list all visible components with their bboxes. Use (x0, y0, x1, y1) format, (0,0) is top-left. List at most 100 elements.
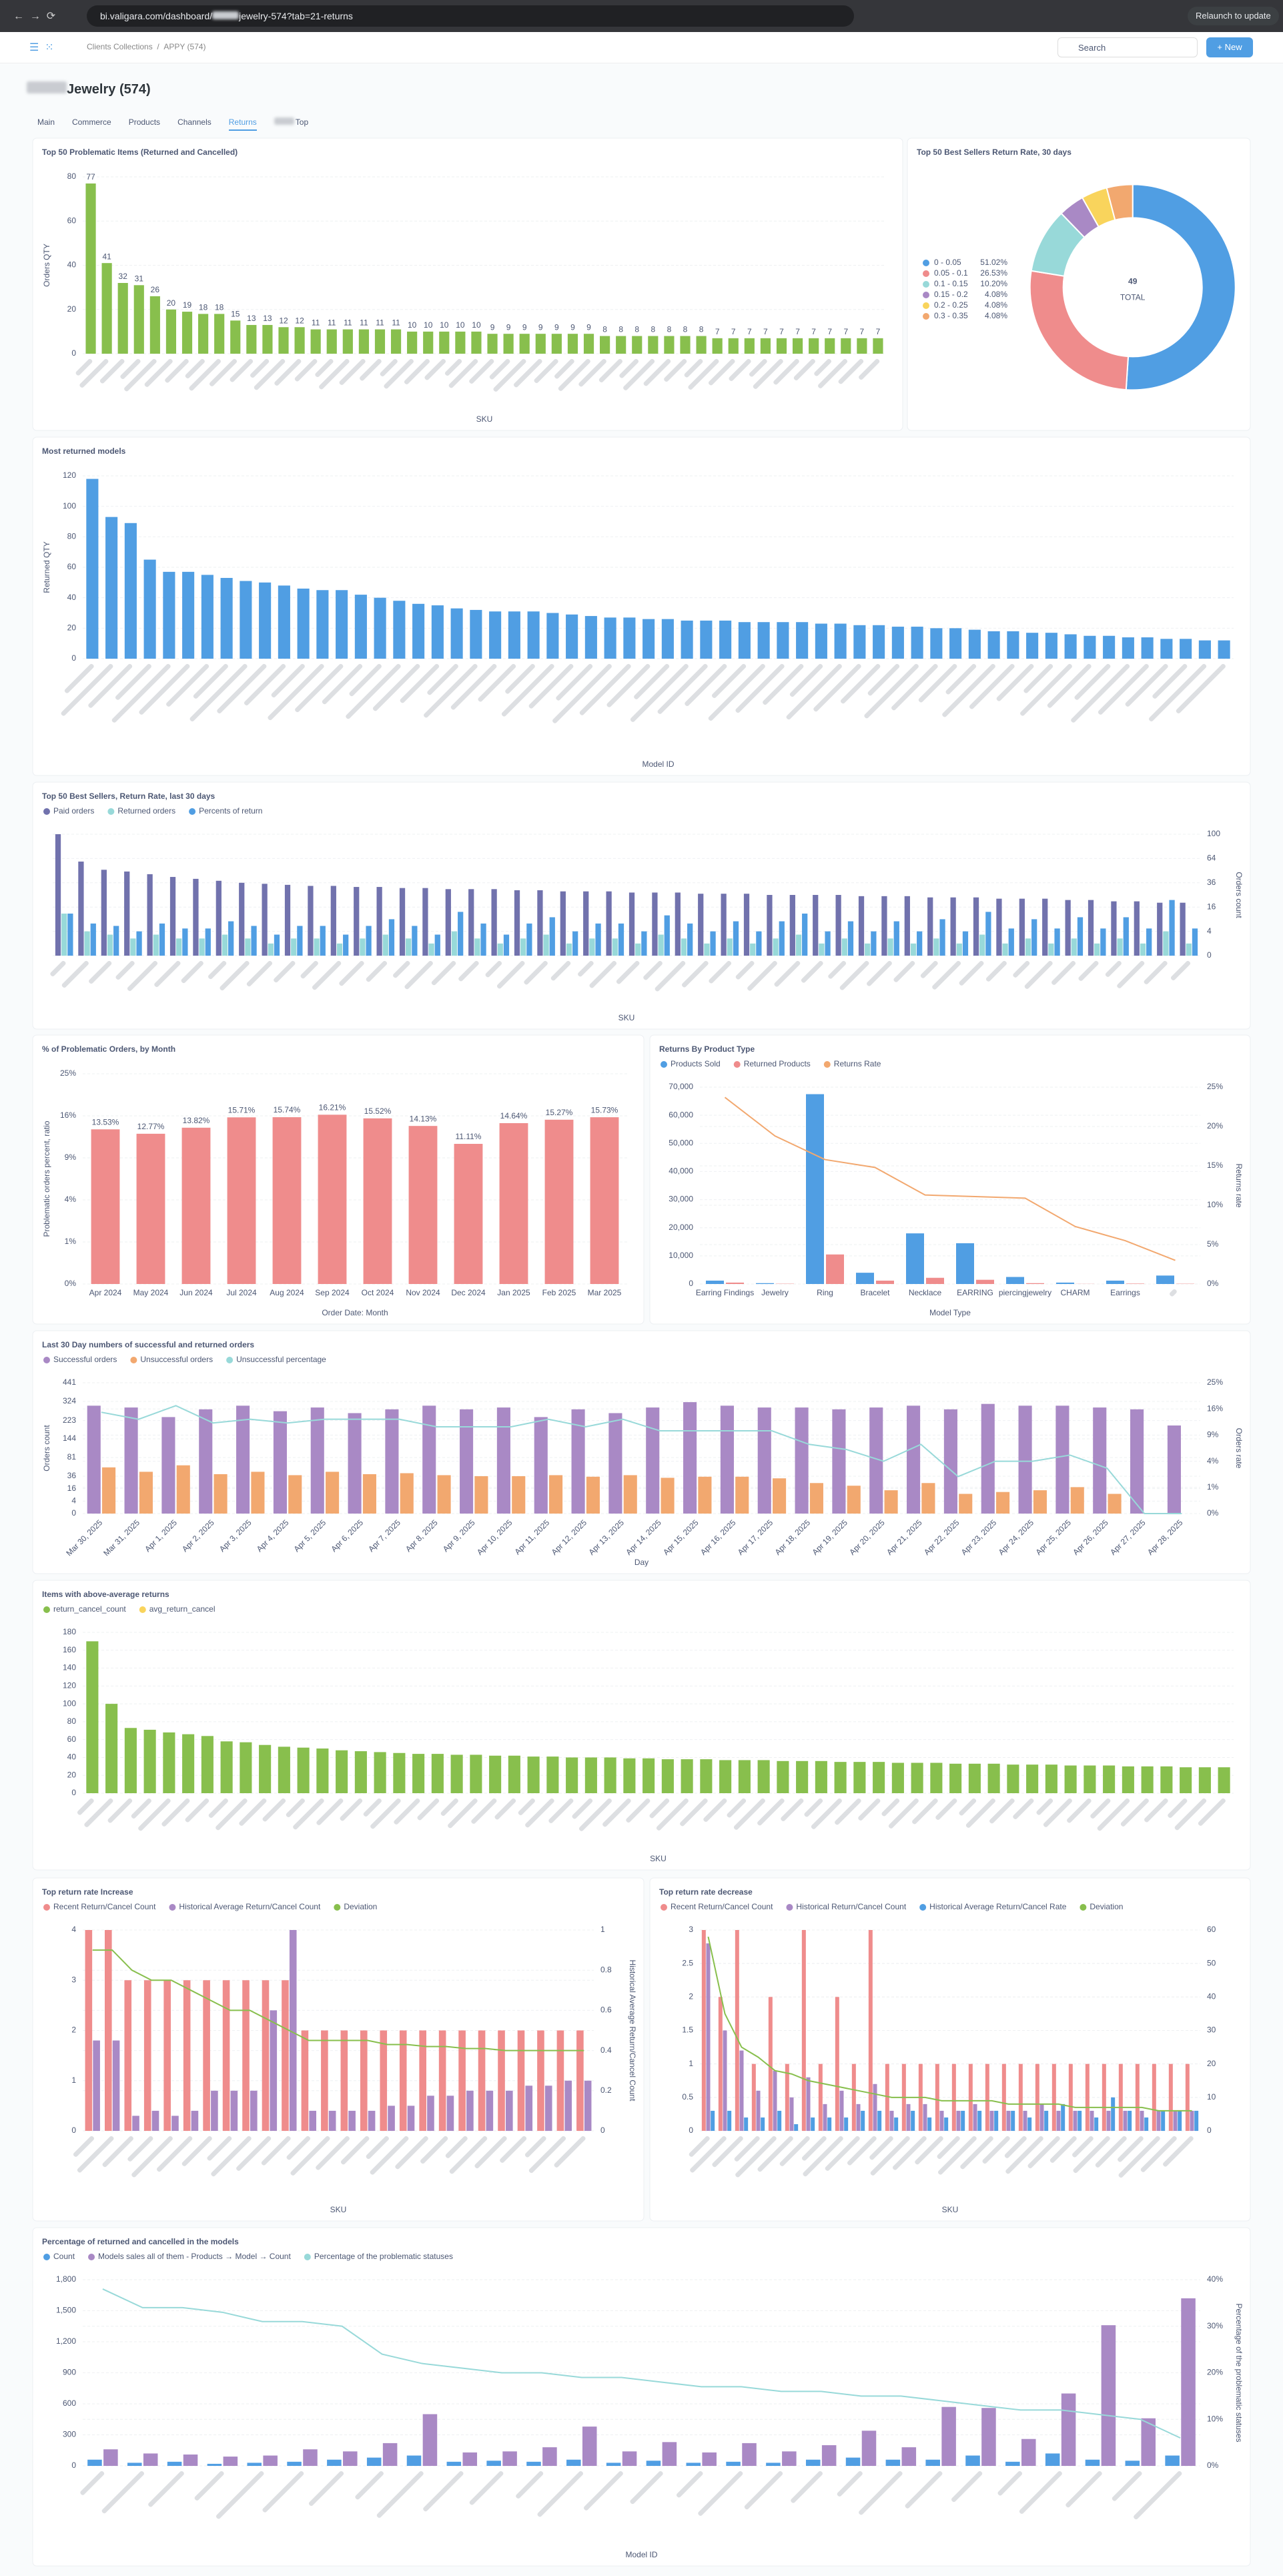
tick-label: 36 (1207, 878, 1216, 887)
search-box[interactable]: Search (1057, 37, 1198, 57)
blurred-label (838, 358, 864, 384)
bar (835, 1997, 839, 2131)
legend-swatch (923, 260, 929, 266)
bar (681, 938, 687, 956)
legend-label: 0.05 - 0.1 (934, 268, 968, 278)
legend-swatch (226, 1357, 234, 1363)
bar (535, 334, 546, 354)
bar (826, 1254, 844, 1284)
bar (733, 921, 739, 956)
blurred-label (1168, 1798, 1188, 1819)
data-label: 19 (183, 300, 192, 310)
data-label: 18 (199, 303, 208, 312)
breadcrumb[interactable]: Clients Collections (87, 42, 153, 51)
bar (431, 1754, 444, 1793)
blurred-label (554, 358, 574, 379)
bar (374, 1752, 386, 1793)
blurred-label (712, 2136, 743, 2168)
tick-label: 60 (1207, 1925, 1216, 1934)
blurred-label (804, 1798, 823, 1817)
bar (572, 931, 578, 956)
bar (1180, 902, 1186, 956)
tick-label: 4% (65, 1195, 77, 1204)
blurred-label (951, 2471, 983, 2503)
blurred-label (124, 358, 157, 392)
blurred-label (1071, 663, 1130, 723)
line (92, 1949, 584, 2051)
tab[interactable]: Commerce (72, 117, 111, 127)
bar (1025, 938, 1031, 956)
tab[interactable]: Top (274, 117, 308, 131)
tick-label: 80 (67, 532, 77, 541)
bar (526, 2461, 541, 2466)
app-header: ☰ ⁙ Clients Collections / APPY (574) Sea… (0, 32, 1283, 63)
bar (245, 938, 251, 956)
blurred-label (1140, 2136, 1177, 2172)
bar (760, 338, 771, 354)
bar (827, 2117, 832, 2131)
blurred-label (236, 2136, 272, 2171)
bar (438, 2030, 446, 2131)
bar (284, 884, 291, 956)
tab[interactable]: Main (37, 117, 55, 127)
bar (1103, 635, 1116, 659)
data-label: 26 (151, 285, 160, 294)
blurred-label (194, 2471, 224, 2501)
bar (985, 912, 991, 956)
legend-value: 4.08% (985, 290, 1007, 299)
blurred-label (73, 2136, 95, 2157)
bar (136, 931, 142, 956)
panel-title: Top 50 Best Sellers, Return Rate, last 3… (42, 791, 216, 801)
y-axis-label: Orders count (42, 1425, 51, 1472)
x-tick-label: Mar 2025 (588, 1288, 622, 1297)
nav-buttons[interactable]: ← → ⟳ (13, 11, 56, 22)
tick-label: 2 (71, 2025, 76, 2035)
blurred-label (494, 1798, 516, 1820)
bar (1026, 1764, 1039, 1793)
bar (1180, 1767, 1192, 1793)
bar (889, 2110, 894, 2131)
bar (454, 1144, 483, 1284)
tab[interactable]: Returns (228, 117, 257, 131)
panel-title: Items with above-average returns (42, 1590, 169, 1599)
tick-label: 50 (1207, 1958, 1216, 1967)
blurred-label (293, 1798, 324, 1830)
legend-swatch (139, 1606, 146, 1613)
blurred-label (300, 960, 318, 979)
url-bar[interactable]: bi.valigara.com/dashboard/jewelry-574?ta… (87, 5, 854, 27)
bar (191, 2110, 199, 2131)
tick-label: 4 (71, 1496, 76, 1506)
bar (537, 890, 543, 956)
breadcrumb[interactable]: APPY (574) (163, 42, 206, 51)
bar (161, 1417, 175, 1514)
bar (330, 886, 336, 956)
relaunch-button[interactable]: Relaunch to update (1188, 7, 1279, 25)
bar (623, 1758, 636, 1793)
bar (1023, 2110, 1027, 2131)
bar (326, 329, 337, 354)
bar (589, 938, 595, 956)
bar (1061, 2104, 1065, 2131)
data-label: 11 (312, 318, 320, 328)
blurred-label (965, 1798, 995, 1828)
bar (86, 1641, 99, 1793)
blurred-label (469, 2471, 504, 2505)
bar (407, 331, 418, 354)
data-label: 8 (699, 325, 704, 334)
bar (901, 2447, 917, 2466)
blurred-label (1024, 960, 1053, 989)
blurred-label (982, 2136, 1010, 2164)
blurred-label (216, 2471, 264, 2519)
tab[interactable]: Channels (177, 117, 211, 127)
logo[interactable]: ☰ ⁙ (29, 42, 54, 53)
bar (294, 327, 305, 354)
tab[interactable]: Products (128, 117, 161, 127)
blurred-label (64, 663, 94, 693)
blurred-label (1095, 2136, 1127, 2168)
blurred-label (99, 358, 125, 384)
legend-swatch (43, 1904, 50, 1911)
tick-label: 10% (1207, 1200, 1223, 1209)
bar (632, 336, 643, 354)
line (101, 1405, 1182, 1514)
new-button[interactable]: + New (1206, 37, 1253, 57)
